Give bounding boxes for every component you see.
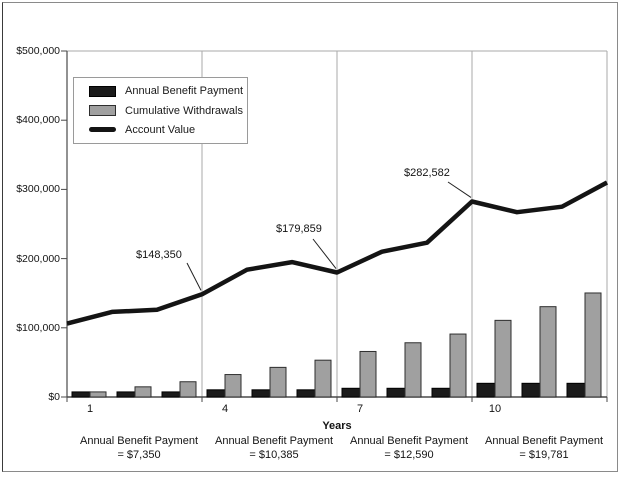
footnote-group-2: Annual Benefit Payment = $10,385 [179,435,369,462]
bar-annual-benefit-payment [521,382,541,398]
footnote-group-1: Annual Benefit Payment = $7,350 [44,435,234,462]
bar-cumulative-withdrawals [404,342,422,398]
y-tick-label: $500,000 [16,45,60,57]
x-axis-title: Years [322,420,352,432]
footnote-line1: Annual Benefit Payment [349,435,469,447]
legend-item-label: Cumulative Withdrawals [125,104,243,117]
footnote-line2: = $19,781 [519,448,569,461]
y-tick-label: $200,000 [16,253,60,265]
footnote-line1: Annual Benefit Payment [484,435,604,447]
legend-item-annual-benefit-payment: Annual Benefit Payment [74,85,247,97]
bar-cumulative-withdrawals [269,366,287,398]
bar-cumulative-withdrawals [224,374,242,398]
annotation-callout-line [186,262,202,291]
bar-annual-benefit-payment [476,382,496,398]
bar-annual-benefit-payment [71,391,91,398]
x-tick-label: 1 [86,403,94,415]
bar-annual-benefit-payment [386,387,406,398]
black-bar-swatch-icon [89,85,116,97]
x-tick-label: 7 [356,403,364,415]
bar-annual-benefit-payment [161,391,181,398]
bar-cumulative-withdrawals [134,386,152,398]
bar-annual-benefit-payment [296,389,316,398]
legend-item-label: Annual Benefit Payment [125,85,244,98]
bar-annual-benefit-payment [206,389,226,398]
footnote-group-3: Annual Benefit Payment = $12,590 [314,435,504,462]
bar-cumulative-withdrawals [449,333,467,398]
bar-cumulative-withdrawals [89,391,107,398]
footnote-group-4: Annual Benefit Payment = $19,781 [449,435,622,462]
annotation-label: $148,350 [136,249,182,261]
bar-annual-benefit-payment [431,387,451,398]
footnote-line2: = $10,385 [249,448,299,461]
legend: Annual Benefit Payment Cumulative Withdr… [73,77,248,144]
bar-annual-benefit-payment [566,382,586,398]
bar-cumulative-withdrawals [359,350,377,398]
bar-cumulative-withdrawals [539,306,557,398]
bar-annual-benefit-payment [341,387,361,398]
annotation-callout-line [312,238,337,269]
annotation-callout-line [447,181,472,198]
line-swatch-icon [89,127,116,133]
legend-item-label: Account Value [125,123,196,136]
bar-cumulative-withdrawals [494,319,512,398]
gray-bar-swatch-icon [89,105,116,116]
bar-annual-benefit-payment [251,389,271,398]
x-tick-label: 4 [221,403,229,415]
footnote-line2: = $12,590 [384,448,434,461]
bar-cumulative-withdrawals [179,381,197,398]
legend-item-account-value: Account Value [74,124,247,136]
chart-canvas: $500,000 $400,000 $300,000 $200,000 $100… [2,2,618,472]
annotation-label: $179,859 [276,223,322,235]
footnote-line1: Annual Benefit Payment [214,435,334,447]
account-value-line [66,180,609,326]
y-tick-label: $300,000 [16,183,60,195]
y-tick-label: $0 [48,391,60,403]
annotation-label: $282,582 [404,167,450,179]
footnote-line2: = $7,350 [117,448,161,461]
bar-annual-benefit-payment [116,391,136,398]
y-tick-label: $100,000 [16,322,60,334]
bar-cumulative-withdrawals [314,359,332,398]
footnote-line1: Annual Benefit Payment [79,435,199,447]
bar-cumulative-withdrawals [584,292,602,398]
y-tick-label: $400,000 [16,114,60,126]
legend-item-cumulative-withdrawals: Cumulative Withdrawals [74,105,247,117]
x-tick-label: 10 [488,403,502,415]
